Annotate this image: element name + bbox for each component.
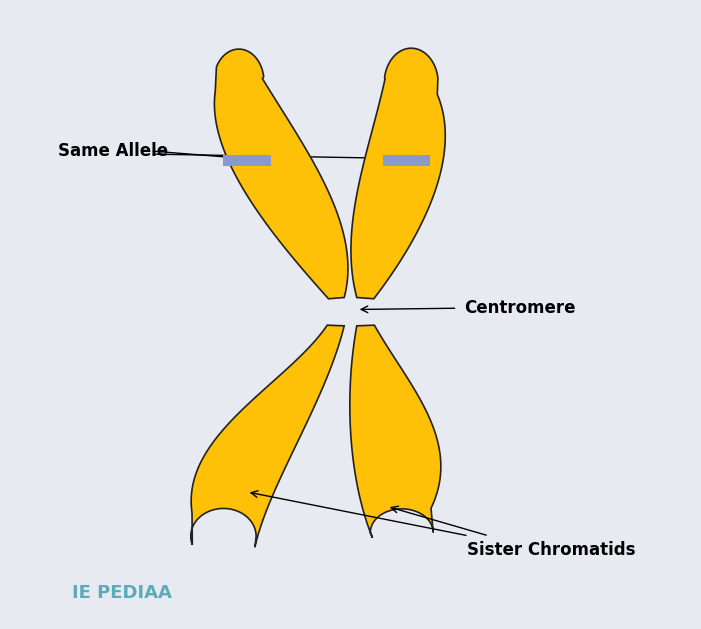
Text: Same Allele: Same Allele xyxy=(58,142,168,160)
Text: Sister Chromatids: Sister Chromatids xyxy=(467,542,635,559)
Polygon shape xyxy=(191,325,344,547)
Polygon shape xyxy=(350,325,441,538)
Text: Centromere: Centromere xyxy=(464,299,576,317)
FancyBboxPatch shape xyxy=(224,155,271,166)
Text: IE PEDIAA: IE PEDIAA xyxy=(72,584,172,601)
Polygon shape xyxy=(215,49,348,299)
Polygon shape xyxy=(351,48,445,299)
FancyBboxPatch shape xyxy=(383,155,430,166)
